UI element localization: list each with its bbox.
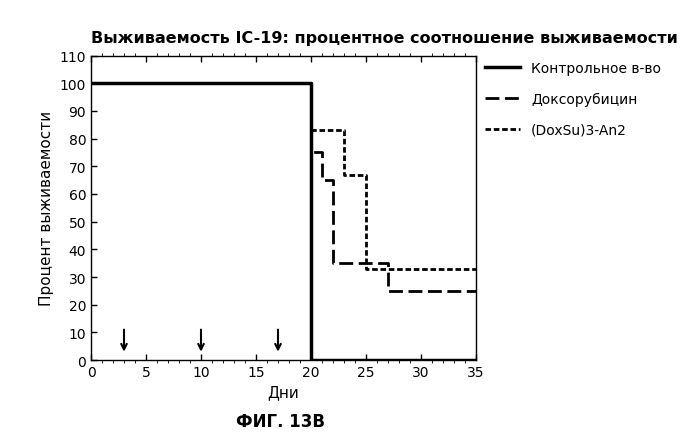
Legend: Контрольное в-во, Доксорубицин, (DoxSu)3-An2: Контрольное в-во, Доксорубицин, (DoxSu)3…	[480, 56, 667, 143]
X-axis label: Дни: Дни	[267, 385, 300, 400]
Y-axis label: Процент выживаемости: Процент выживаемости	[39, 111, 54, 306]
Text: ФИГ. 13В: ФИГ. 13В	[235, 412, 325, 430]
Text: Выживаемость IC-19: процентное соотношение выживаемости: Выживаемость IC-19: процентное соотношен…	[91, 30, 678, 46]
